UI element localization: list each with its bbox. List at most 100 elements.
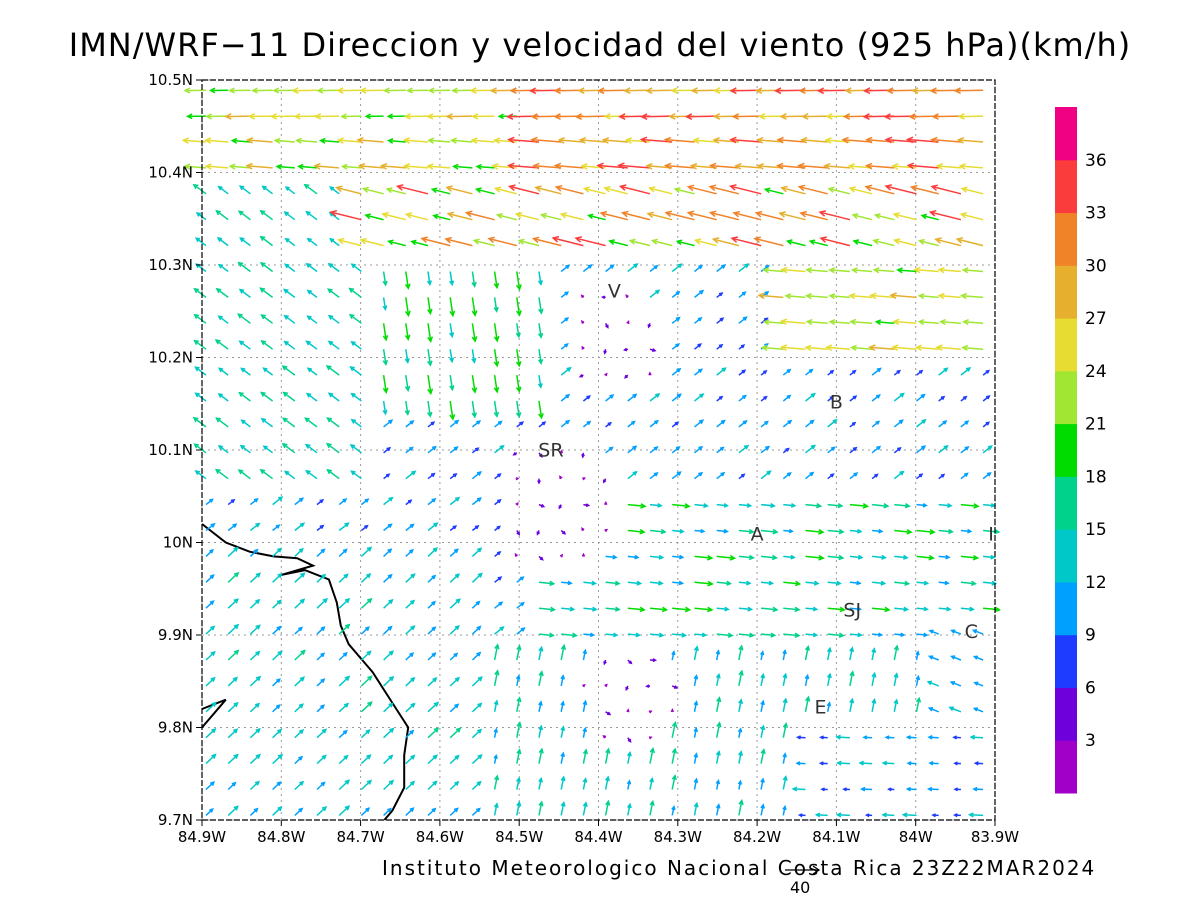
wind-arrow bbox=[379, 162, 406, 170]
wind-arrow-head bbox=[382, 359, 389, 367]
wind-arrow-head bbox=[411, 470, 417, 476]
wind-arrow-head bbox=[432, 677, 438, 683]
wind-arrow bbox=[885, 87, 917, 95]
wind-arrow bbox=[804, 673, 810, 687]
wind-arrow bbox=[983, 580, 998, 586]
wind-arrow bbox=[205, 780, 216, 791]
wind-arrow-head bbox=[715, 749, 721, 756]
wind-arrow bbox=[205, 574, 215, 583]
wind-arrow-head bbox=[381, 211, 389, 219]
wind-arrow-head bbox=[553, 162, 562, 170]
wind-arrow-shaft bbox=[561, 213, 584, 221]
wind-arrow-head bbox=[824, 137, 832, 144]
wind-arrow-shaft bbox=[306, 393, 318, 402]
wind-arrow-head bbox=[823, 162, 831, 170]
wind-arrow-shaft bbox=[649, 555, 663, 559]
wind-arrow-shaft bbox=[781, 115, 806, 118]
wind-arrow-head bbox=[614, 580, 621, 586]
wind-arrow-shaft bbox=[227, 572, 239, 583]
wind-arrow bbox=[532, 162, 562, 170]
wind-arrow-head bbox=[620, 210, 629, 218]
wind-arrow-head bbox=[237, 210, 244, 216]
wind-arrow-shaft bbox=[338, 522, 349, 532]
wind-arrow-head bbox=[367, 675, 373, 681]
wind-arrow-head bbox=[830, 473, 835, 478]
wind-arrow-shaft bbox=[538, 271, 542, 285]
wind-arrow-shaft bbox=[827, 607, 845, 611]
wind-arrow-head bbox=[538, 747, 544, 754]
colorbar-segment bbox=[1055, 529, 1077, 583]
wind-arrow bbox=[582, 683, 586, 688]
wind-arrow-head bbox=[361, 186, 369, 193]
wind-arrow-shaft bbox=[405, 625, 415, 635]
wind-arrow-head bbox=[923, 632, 929, 638]
wind-arrow-shaft bbox=[671, 393, 682, 402]
wind-arrow-shaft bbox=[471, 652, 481, 661]
wind-arrow-head bbox=[273, 137, 281, 144]
wind-arrow-head bbox=[592, 606, 598, 612]
wind-arrow-head bbox=[959, 292, 968, 300]
wind-arrow-shaft bbox=[893, 419, 904, 428]
wind-arrow-head bbox=[948, 528, 954, 535]
wind-arrow bbox=[872, 267, 895, 274]
colorbar-label: 3 bbox=[1085, 731, 1096, 751]
wind-arrow-head bbox=[410, 239, 417, 246]
wind-arrow bbox=[761, 528, 779, 535]
wind-arrow bbox=[382, 323, 389, 342]
wind-arrow-shaft bbox=[804, 675, 809, 687]
wind-arrow bbox=[426, 400, 433, 418]
wind-arrow-head bbox=[601, 137, 610, 144]
wind-arrow bbox=[916, 554, 935, 561]
wind-arrow-head bbox=[505, 113, 514, 120]
wind-arrow bbox=[663, 136, 695, 144]
wind-arrow bbox=[827, 418, 838, 428]
wind-arrow bbox=[893, 644, 900, 661]
wind-arrow bbox=[381, 211, 406, 221]
wind-arrow bbox=[538, 724, 544, 738]
wind-arrow bbox=[627, 528, 646, 535]
wind-arrow-head bbox=[608, 446, 614, 451]
wind-arrow-shaft bbox=[238, 210, 251, 221]
wind-arrow-head bbox=[718, 395, 724, 400]
wind-arrow bbox=[383, 779, 395, 791]
wind-arrow-head bbox=[819, 735, 824, 740]
wind-arrow-shaft bbox=[275, 139, 295, 143]
wind-arrow-head bbox=[655, 392, 661, 398]
colorbar-segment bbox=[1055, 476, 1077, 530]
wind-arrow-head bbox=[699, 393, 705, 399]
wind-arrow-head bbox=[926, 680, 933, 686]
wind-arrow-head bbox=[275, 524, 281, 529]
wind-arrow-head bbox=[497, 499, 502, 504]
wind-arrow bbox=[386, 113, 406, 120]
wind-arrow bbox=[805, 267, 828, 274]
wind-arrow-head bbox=[893, 672, 899, 678]
wind-arrow bbox=[693, 801, 699, 816]
wind-arrow-head bbox=[972, 707, 978, 712]
wind-arrow bbox=[604, 799, 611, 816]
wind-arrow-shaft bbox=[961, 213, 984, 221]
wind-arrow-shaft bbox=[306, 263, 318, 273]
wind-arrow-head bbox=[403, 113, 411, 120]
wind-arrow bbox=[305, 340, 318, 350]
wind-arrow bbox=[316, 805, 328, 816]
wind-arrow-head bbox=[406, 87, 413, 94]
wind-arrow-shaft bbox=[874, 269, 895, 273]
wind-arrow-shaft bbox=[805, 503, 821, 507]
wind-arrow-head bbox=[597, 87, 605, 95]
wind-arrow-shaft bbox=[937, 346, 961, 350]
wind-arrow bbox=[472, 238, 495, 247]
wind-arrow-head bbox=[516, 696, 522, 703]
wind-arrow bbox=[782, 697, 788, 712]
wind-arrow-head bbox=[944, 580, 950, 586]
wind-arrow bbox=[559, 475, 563, 480]
wind-arrow bbox=[224, 113, 251, 120]
wind-arrow-shaft bbox=[260, 210, 274, 221]
wind-arrow-head bbox=[805, 695, 811, 702]
wind-arrow-head bbox=[560, 751, 566, 758]
wind-arrow bbox=[694, 393, 705, 402]
wind-arrow-head bbox=[387, 573, 393, 579]
wind-arrow bbox=[952, 735, 961, 740]
wind-arrow bbox=[227, 649, 240, 661]
wind-arrow bbox=[283, 263, 296, 273]
wind-arrow bbox=[693, 700, 699, 712]
